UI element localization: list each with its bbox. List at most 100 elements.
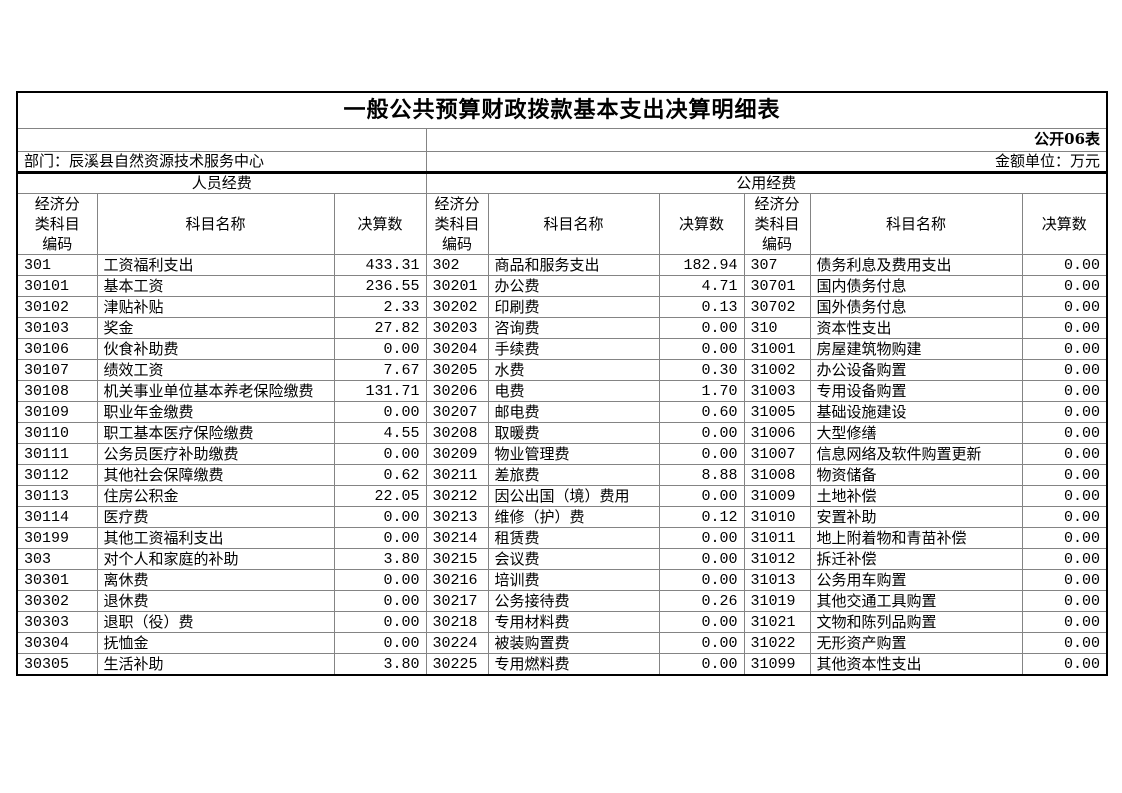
subject-code-cell: 30108 <box>16 380 98 403</box>
subject-code-cell: 303 <box>16 548 98 571</box>
subject-name-cell: 水费 <box>487 359 660 382</box>
table-row: 30305 生活补助 3.80 30225 专用燃料费 0.00 31099 其他资本性支出 0… <box>16 653 1108 676</box>
subject-name-cell: 退休费 <box>96 590 335 613</box>
subject-code-cell: 30208 <box>425 422 489 445</box>
subject-name-cell: 医疗费 <box>96 506 335 529</box>
subject-name-cell: 基础设施建设 <box>809 401 1023 424</box>
subject-code-cell: 30212 <box>425 485 489 508</box>
table-row: 30301 离休费 0.00 30216 培训费 0.00 31013 公务用车购置 0.00 <box>16 569 1108 592</box>
final-amount-cell: 433.31 <box>333 254 427 277</box>
column-header-row: 经济分 类科目 编码 科目名称 决算数 经济分 类科目 编码 科目名称 决算数 … <box>16 192 1108 256</box>
col-header-value-2: 决算数 <box>658 192 745 256</box>
final-amount-cell: 0.00 <box>333 527 427 550</box>
subject-code-cell: 30106 <box>16 338 98 361</box>
subject-code-cell: 30301 <box>16 569 98 592</box>
col-header-code-3: 经济分 类科目 编码 <box>743 192 811 256</box>
col-header-value-3: 决算数 <box>1021 192 1108 256</box>
subject-code-cell: 30203 <box>425 317 489 340</box>
subject-code-cell: 307 <box>743 254 811 277</box>
subject-name-cell: 物资储备 <box>809 464 1023 487</box>
final-amount-cell: 4.71 <box>658 275 745 298</box>
final-amount-cell: 0.00 <box>1021 317 1108 340</box>
final-amount-cell: 182.94 <box>658 254 745 277</box>
final-amount-cell: 0.26 <box>658 590 745 613</box>
final-amount-cell: 0.00 <box>1021 296 1108 319</box>
subject-code-cell: 30302 <box>16 590 98 613</box>
subject-code-cell: 30114 <box>16 506 98 529</box>
final-amount-cell: 0.00 <box>658 653 745 676</box>
subject-name-cell: 商品和服务支出 <box>487 254 660 277</box>
subject-name-cell: 公务员医疗补助缴费 <box>96 443 335 466</box>
subject-name-cell: 差旅费 <box>487 464 660 487</box>
subject-name-cell: 取暖费 <box>487 422 660 445</box>
col-header-name-2: 科目名称 <box>487 192 660 256</box>
final-amount-cell: 0.00 <box>658 443 745 466</box>
subject-name-cell: 公务接待费 <box>487 590 660 613</box>
subject-name-cell: 工资福利支出 <box>96 254 335 277</box>
subject-name-cell: 其他资本性支出 <box>809 653 1023 676</box>
subject-code-cell: 30217 <box>425 590 489 613</box>
subject-name-cell: 地上附着物和青苗补偿 <box>809 527 1023 550</box>
subject-code-cell: 310 <box>743 317 811 340</box>
subject-code-cell: 31006 <box>743 422 811 445</box>
subject-name-cell: 专用燃料费 <box>487 653 660 676</box>
final-amount-cell: 0.00 <box>1021 506 1108 529</box>
subject-name-cell: 债务利息及费用支出 <box>809 254 1023 277</box>
final-amount-cell: 0.00 <box>333 611 427 634</box>
subject-name-cell: 国内债务付息 <box>809 275 1023 298</box>
subject-name-cell: 基本工资 <box>96 275 335 298</box>
final-amount-cell: 0.00 <box>1021 254 1108 277</box>
subject-code-cell: 31021 <box>743 611 811 634</box>
final-amount-cell: 0.00 <box>1021 632 1108 655</box>
subject-name-cell: 绩效工资 <box>96 359 335 382</box>
final-amount-cell: 0.00 <box>333 590 427 613</box>
table-row: 30109 职业年金缴费 0.00 30207 邮电费 0.60 31005 基础设施建设 0.… <box>16 401 1108 424</box>
final-amount-cell: 236.55 <box>333 275 427 298</box>
final-amount-cell: 0.00 <box>1021 611 1108 634</box>
subject-code-cell: 30216 <box>425 569 489 592</box>
subject-code-cell: 31001 <box>743 338 811 361</box>
subject-code-cell: 301 <box>16 254 98 277</box>
final-amount-cell: 0.00 <box>658 527 745 550</box>
subject-code-cell: 30201 <box>425 275 489 298</box>
final-amount-cell: 0.00 <box>1021 401 1108 424</box>
subject-name-cell: 维修（护）费 <box>487 506 660 529</box>
final-amount-cell: 22.05 <box>333 485 427 508</box>
table-row: 30111 公务员医疗补助缴费 0.00 30209 物业管理费 0.00 31007 信息网… <box>16 443 1108 466</box>
final-amount-cell: 0.00 <box>333 338 427 361</box>
final-amount-cell: 0.00 <box>658 317 745 340</box>
table-row: 30108 机关事业单位基本养老保险缴费 131.71 30206 电费 1.70 3100… <box>16 380 1108 403</box>
final-amount-cell: 1.70 <box>658 380 745 403</box>
subject-name-cell: 印刷费 <box>487 296 660 319</box>
table-row: 30199 其他工资福利支出 0.00 30214 租赁费 0.00 31011 地上附着物和… <box>16 527 1108 550</box>
section-header-row: 人员经费 公用经费 <box>16 171 1108 194</box>
subject-code-cell: 30305 <box>16 653 98 676</box>
final-amount-cell: 27.82 <box>333 317 427 340</box>
subject-code-cell: 30214 <box>425 527 489 550</box>
final-amount-cell: 0.00 <box>1021 569 1108 592</box>
subject-name-cell: 津贴补贴 <box>96 296 335 319</box>
final-amount-cell: 0.00 <box>1021 527 1108 550</box>
final-amount-cell: 0.00 <box>333 569 427 592</box>
subject-name-cell: 手续费 <box>487 338 660 361</box>
subject-name-cell: 伙食补助费 <box>96 338 335 361</box>
subject-code-cell: 30205 <box>425 359 489 382</box>
subject-code-cell: 30112 <box>16 464 98 487</box>
subject-name-cell: 土地补偿 <box>809 485 1023 508</box>
final-amount-cell: 0.00 <box>1021 485 1108 508</box>
final-amount-cell: 0.13 <box>658 296 745 319</box>
department-label: 部门：辰溪县自然资源技术服务中心 <box>16 150 427 174</box>
subject-name-cell: 其他社会保障缴费 <box>96 464 335 487</box>
subject-name-cell: 生活补助 <box>96 653 335 676</box>
table-row: 30106 伙食补助费 0.00 30204 手续费 0.00 31001 房屋建筑物购建 0.… <box>16 338 1108 361</box>
final-amount-cell: 0.30 <box>658 359 745 382</box>
final-amount-cell: 0.00 <box>658 632 745 655</box>
subject-code-cell: 31012 <box>743 548 811 571</box>
subject-code-cell: 31003 <box>743 380 811 403</box>
final-amount-cell: 8.88 <box>658 464 745 487</box>
subject-name-cell: 因公出国（境）费用 <box>487 485 660 508</box>
table-row: 30112 其他社会保障缴费 0.62 30211 差旅费 8.88 31008 物资储备 0.… <box>16 464 1108 487</box>
subject-name-cell: 无形资产购置 <box>809 632 1023 655</box>
subject-name-cell: 大型修缮 <box>809 422 1023 445</box>
table-row: 30102 津贴补贴 2.33 30202 印刷费 0.13 30702 国外债务付息 0.00 <box>16 296 1108 319</box>
